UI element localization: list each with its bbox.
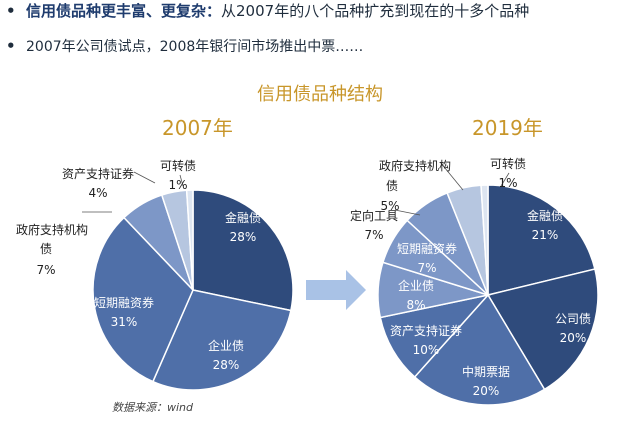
chart-section-title: 信用债品种结构	[257, 84, 383, 105]
bullet-2-text: 2007年公司债试点，2008年银行间市场推出中票……	[26, 39, 364, 55]
chart-2019-title: 2019年	[472, 116, 543, 140]
slice-label: 政府支持机构	[16, 222, 88, 237]
pie-slice	[192, 189, 294, 312]
slice-label: 定向工具	[350, 208, 398, 223]
slice-label: 公司债	[555, 312, 591, 326]
leader-line	[394, 209, 421, 216]
leader-line	[439, 161, 464, 191]
slice-label: 可转债	[490, 156, 526, 171]
slice-value-label: 7%	[364, 228, 383, 242]
slice-label: 短期融资券	[94, 295, 154, 310]
bullet-dot-icon: •	[6, 37, 16, 55]
bullet-item-1: • 信用债品种更丰富、更复杂：从2007年的八个品种扩充到现在的十多个品种	[6, 0, 529, 21]
slice-value-label: 5%	[380, 199, 399, 213]
slice-value-label: 7%	[36, 263, 55, 277]
pie-2007: 金融债 28% 企业债 28% 短期融资券 31% 债 政府支持机构 7% 资产支持证券 4% 可转债…	[16, 158, 294, 391]
slice-value-label: 7%	[417, 261, 436, 275]
slice-label: 可转债	[160, 158, 196, 173]
slice-value-label: 1%	[498, 176, 517, 190]
slice-value-label: 20%	[473, 384, 500, 398]
pie-slice	[480, 184, 489, 296]
slice-label: 金融债	[527, 208, 563, 223]
slice-value-label: 21%	[532, 228, 559, 242]
pie-slice	[413, 293, 546, 406]
leader-line	[500, 172, 510, 187]
slice-label: 政府支持机构	[379, 158, 451, 173]
slice-label-cont: 债	[386, 179, 398, 193]
slice-label: 金融债	[225, 210, 261, 225]
slice-label: 企业债	[208, 338, 244, 353]
slice-label: 资产支持证券	[62, 166, 134, 181]
slice-value-label: 20%	[560, 331, 587, 345]
pie-slice	[486, 268, 599, 391]
pie-slice	[151, 289, 292, 391]
slice-value-label: 8%	[406, 298, 425, 312]
slice-label: 资产支持证券	[390, 323, 462, 338]
slice-label-cont: 债	[40, 242, 52, 256]
slice-label: 短期融资券	[397, 241, 457, 256]
slice-value-label: 10%	[413, 343, 440, 357]
leader-line	[179, 174, 184, 187]
leader-line	[133, 171, 156, 184]
pie-2019: 金融债 21% 公司债 20% 中期票据 20% 资产支持证券 10% 企业债 8% 短期融资券 7%…	[350, 156, 599, 406]
bullet-item-2: • 2007年公司债试点，2008年银行间市场推出中票……	[6, 36, 363, 56]
slice-value-label: 31%	[111, 315, 138, 329]
slice-value-label: 28%	[213, 358, 240, 372]
pie-slice	[92, 216, 194, 383]
slice-value-label: 28%	[230, 230, 257, 244]
chart-2007-title: 2007年	[162, 116, 233, 140]
slice-label: 企业债	[398, 278, 434, 293]
pie-slice	[185, 189, 194, 291]
bullet-dot-icon: •	[6, 2, 16, 20]
right-arrow-icon	[306, 270, 366, 310]
slice-label: 中期票据	[462, 364, 510, 379]
source-note: 数据来源：wind	[112, 401, 194, 414]
bullet-1-text: 从2007年的八个品种扩充到现在的十多个品种	[221, 2, 530, 20]
slice-value-label: 1%	[168, 178, 187, 192]
slice-value-label: 4%	[88, 186, 107, 200]
bullet-1-bold: 信用债品种更丰富、更复杂：	[26, 2, 222, 20]
